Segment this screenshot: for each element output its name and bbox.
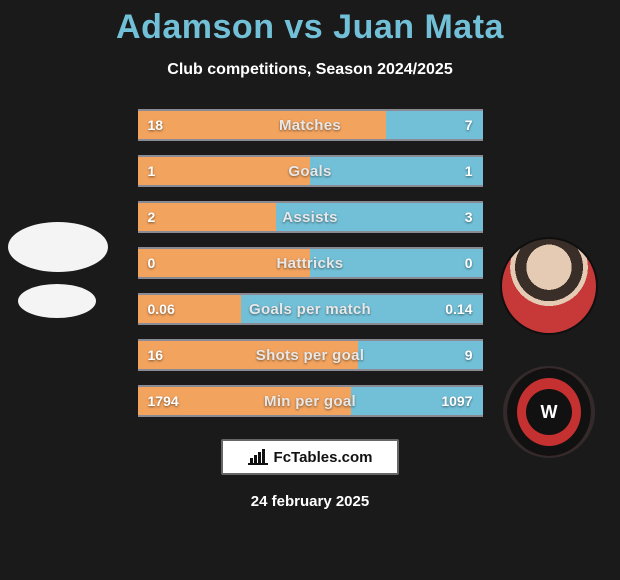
left-value: 16	[148, 347, 164, 363]
right-bar	[310, 157, 483, 185]
right-value: 1097	[441, 393, 472, 409]
left-player-avatar-placeholder	[8, 222, 108, 272]
source-badge: FcTables.com	[221, 439, 399, 475]
stat-row: 0.06 0.14 Goals per match	[138, 293, 483, 325]
right-value: 1	[465, 163, 473, 179]
left-bar	[138, 111, 386, 139]
stat-row: 1794 1097 Min per goal	[138, 385, 483, 417]
stat-row: 2 3 Assists	[138, 201, 483, 233]
bar-chart-icon	[248, 449, 268, 465]
comparison-panel: W 187Matches11Goals23Assists00Hattricks0…	[0, 109, 620, 510]
left-value: 0	[148, 255, 156, 271]
stat-label: Matches	[279, 117, 341, 134]
stat-label: Assists	[282, 209, 337, 226]
stat-label: Shots per goal	[256, 347, 364, 364]
left-value: 2	[148, 209, 156, 225]
left-value: 1794	[148, 393, 179, 409]
stat-row: 18 7 Matches	[138, 109, 483, 141]
left-value: 18	[148, 117, 164, 133]
page-subtitle: Club competitions, Season 2024/2025	[0, 61, 620, 79]
stat-label: Goals	[288, 163, 331, 180]
stat-label: Hattricks	[277, 255, 344, 272]
source-brand-text: FcTables.com	[274, 449, 373, 466]
right-player-avatar	[500, 237, 598, 335]
snapshot-date: 24 february 2025	[0, 493, 620, 510]
club-badge-ring: W	[507, 368, 591, 456]
right-value: 3	[465, 209, 473, 225]
left-value: 0.06	[148, 301, 175, 317]
page-title: Adamson vs Juan Mata	[0, 0, 620, 47]
right-value: 0	[465, 255, 473, 271]
left-player-club-placeholder	[18, 284, 96, 318]
right-value: 7	[465, 117, 473, 133]
stat-row: 1 1 Goals	[138, 155, 483, 187]
left-bar	[138, 203, 276, 231]
stat-row: 16 9 Shots per goal	[138, 339, 483, 371]
right-value: 9	[465, 347, 473, 363]
left-value: 1	[148, 163, 156, 179]
left-bar	[138, 157, 311, 185]
right-player-club-badge: W	[503, 366, 595, 458]
stat-label: Min per goal	[264, 393, 356, 410]
club-badge-monogram: W	[526, 389, 572, 435]
stat-row: 0 0 Hattricks	[138, 247, 483, 279]
stat-label: Goals per match	[249, 301, 371, 318]
right-value: 0.14	[445, 301, 472, 317]
